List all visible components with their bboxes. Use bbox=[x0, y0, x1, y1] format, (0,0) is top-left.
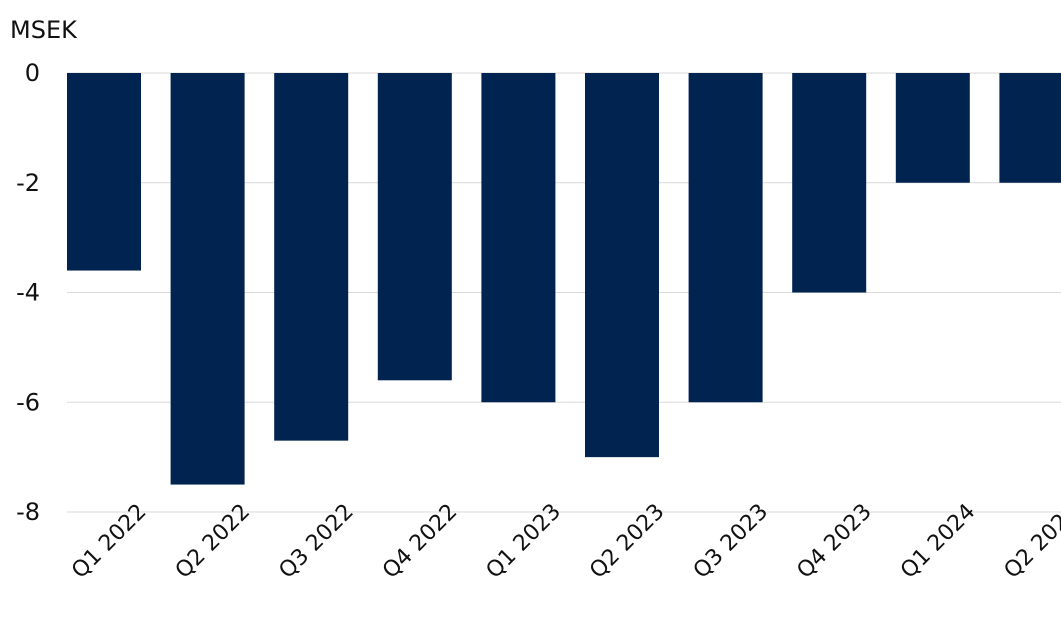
bar-q1-2023 bbox=[481, 73, 556, 403]
bar-q2-2024 bbox=[999, 73, 1061, 183]
bar-q4-2023 bbox=[792, 73, 867, 293]
y-tick-label: -4 bbox=[16, 279, 40, 307]
bar-q3-2022 bbox=[274, 73, 349, 441]
bar-q3-2023 bbox=[688, 73, 763, 403]
bar-q1-2022 bbox=[67, 73, 141, 271]
bar-q2-2023 bbox=[585, 73, 659, 458]
y-tick-label: -6 bbox=[16, 388, 40, 416]
bar-q2-2022 bbox=[170, 73, 245, 485]
y-axis-ticks: 0 -2 -4 -6 -8 bbox=[16, 59, 40, 526]
bar-q4-2022 bbox=[377, 73, 452, 381]
y-tick-label: -2 bbox=[16, 169, 40, 197]
bars bbox=[67, 73, 1061, 485]
y-axis-unit-label: MSEK bbox=[10, 16, 78, 44]
y-tick-label: -8 bbox=[16, 498, 40, 526]
bar-q1-2024 bbox=[895, 73, 970, 183]
y-tick-label: 0 bbox=[25, 59, 40, 87]
